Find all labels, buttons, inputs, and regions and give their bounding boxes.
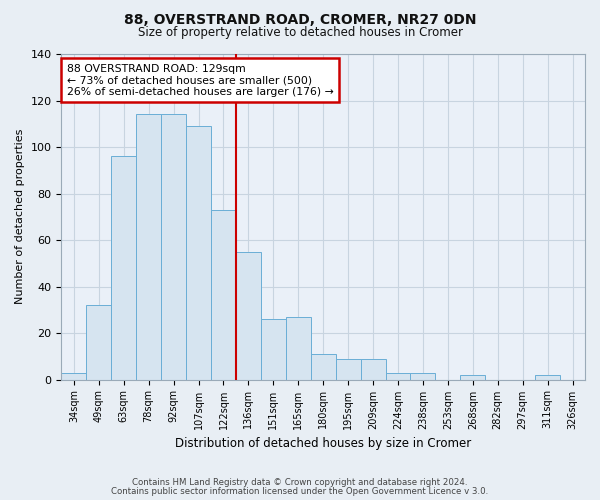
Bar	[535, 375, 560, 380]
Bar	[311, 354, 335, 380]
Text: 88 OVERSTRAND ROAD: 129sqm
← 73% of detached houses are smaller (500)
26% of sem: 88 OVERSTRAND ROAD: 129sqm ← 73% of deta…	[67, 64, 334, 97]
Bar	[161, 114, 186, 380]
Bar	[361, 358, 386, 380]
Y-axis label: Number of detached properties: Number of detached properties	[15, 129, 25, 304]
Text: 88, OVERSTRAND ROAD, CROMER, NR27 0DN: 88, OVERSTRAND ROAD, CROMER, NR27 0DN	[124, 12, 476, 26]
Text: Size of property relative to detached houses in Cromer: Size of property relative to detached ho…	[137, 26, 463, 39]
Bar	[111, 156, 136, 380]
Bar	[261, 319, 286, 380]
Bar	[86, 305, 111, 380]
Bar	[61, 372, 86, 380]
Bar	[335, 358, 361, 380]
Bar	[236, 252, 261, 380]
Text: Contains public sector information licensed under the Open Government Licence v : Contains public sector information licen…	[112, 487, 488, 496]
Bar	[286, 317, 311, 380]
Bar	[386, 372, 410, 380]
Bar	[186, 126, 211, 380]
Text: Contains HM Land Registry data © Crown copyright and database right 2024.: Contains HM Land Registry data © Crown c…	[132, 478, 468, 487]
Bar	[136, 114, 161, 380]
X-axis label: Distribution of detached houses by size in Cromer: Distribution of detached houses by size …	[175, 437, 472, 450]
Bar	[211, 210, 236, 380]
Bar	[410, 372, 436, 380]
Bar	[460, 375, 485, 380]
